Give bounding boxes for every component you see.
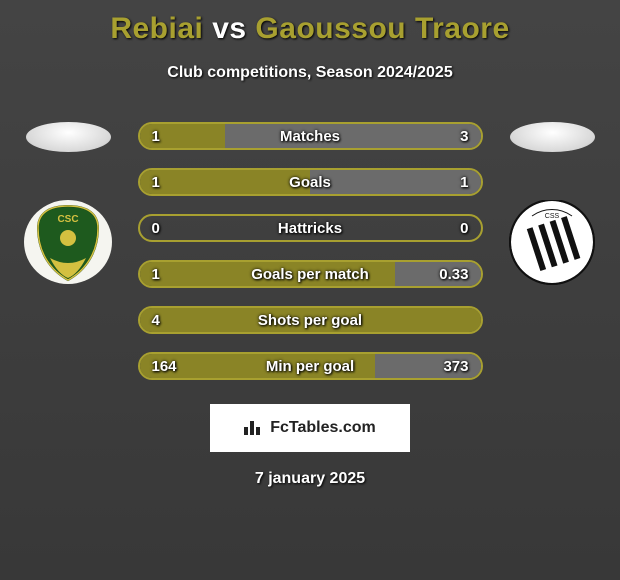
stat-label: Goals per match — [140, 266, 481, 283]
date-text: 7 january 2025 — [0, 470, 620, 488]
stat-row: 11Goals — [138, 168, 483, 196]
player2-avatar-placeholder — [510, 122, 595, 152]
watermark-text: FcTables.com — [270, 419, 376, 437]
stat-row: 4Shots per goal — [138, 306, 483, 334]
stat-row: 00Hattricks — [138, 214, 483, 242]
player1-club-logo: CSC — [18, 200, 118, 285]
stat-label: Hattricks — [140, 220, 481, 237]
stat-label: Matches — [140, 128, 481, 145]
club-left-abbr: CSC — [57, 214, 78, 225]
stat-label: Min per goal — [140, 358, 481, 375]
comparison-title: Rebiai vs Gaoussou Traore — [0, 0, 620, 46]
comparison-body: CSC CSS 13Matches11Goals00Hattr — [0, 122, 620, 380]
stat-row: 10.33Goals per match — [138, 260, 483, 288]
subtitle: Club competitions, Season 2024/2025 — [0, 64, 620, 82]
player1-name: Rebiai — [110, 12, 203, 45]
stat-row: 13Matches — [138, 122, 483, 150]
player1-avatar-placeholder — [26, 122, 111, 152]
player2-column: CSS — [502, 122, 602, 285]
player2-name: Gaoussou Traore — [255, 12, 509, 45]
vs-word: vs — [212, 12, 246, 45]
stat-label: Goals — [140, 174, 481, 191]
stat-row: 164373Min per goal — [138, 352, 483, 380]
club-right-abbr: CSS — [545, 213, 560, 220]
watermark-badge: FcTables.com — [210, 404, 410, 452]
stat-bars-container: 13Matches 11Goals 00Hattricks 10.33Goals pe… — [138, 122, 483, 380]
fctables-icon — [244, 421, 264, 435]
stat-label: Shots per goal — [140, 312, 481, 329]
player2-club-logo: CSS — [502, 200, 602, 285]
player1-column: CSC — [18, 122, 118, 285]
